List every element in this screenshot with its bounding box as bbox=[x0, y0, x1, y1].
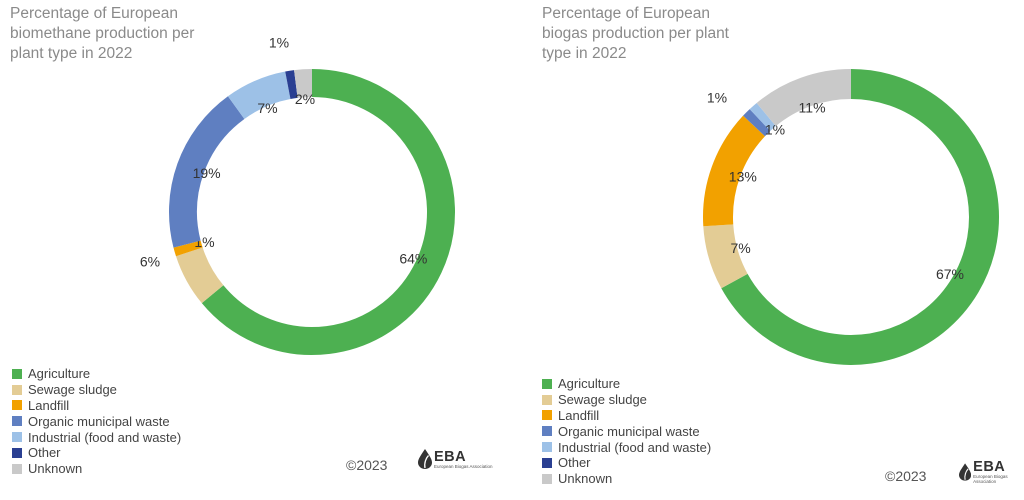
slice-organic-municipal-waste bbox=[169, 96, 245, 248]
slice-industrial-food-and-waste bbox=[749, 102, 776, 132]
logo-name: EBA bbox=[434, 448, 467, 465]
legend-label: Sewage sludge bbox=[558, 392, 647, 408]
copyright-text: ©2023 bbox=[885, 468, 927, 484]
slice-sewage-sludge bbox=[175, 247, 224, 304]
data-label-landfill: 13% bbox=[729, 169, 757, 185]
legend-label: Industrial (food and waste) bbox=[28, 429, 182, 445]
legend-label: Landfill bbox=[558, 407, 600, 423]
slice-agriculture bbox=[721, 69, 999, 365]
slice-industrial-food-and-waste bbox=[227, 71, 291, 120]
legend-item-other: Other bbox=[542, 455, 711, 471]
legend-swatch bbox=[542, 394, 552, 405]
chart-legend: Agriculture Sewage sludge Landfill Organic … bbox=[542, 376, 711, 487]
legend-item-sewage-sludge: Sewage sludge bbox=[12, 382, 181, 398]
legend-item-landfill: Landfill bbox=[542, 408, 711, 424]
legend-label: Agriculture bbox=[28, 366, 91, 382]
slice-landfill bbox=[703, 115, 766, 227]
chart-title: Percentage of European biogas production… bbox=[542, 5, 729, 62]
legend-swatch bbox=[12, 384, 22, 395]
data-label-organic-municipal-waste: 1% bbox=[707, 90, 727, 106]
legend-label: Unknown bbox=[558, 471, 613, 487]
legend-swatch bbox=[542, 426, 552, 437]
data-label-other: 1% bbox=[269, 35, 289, 51]
legend-label: Agriculture bbox=[558, 376, 621, 392]
biogas-chart-panel: Percentage of European biogas production… bbox=[512, 0, 1024, 500]
legend-item-industrial-food-and-waste: Industrial (food and waste) bbox=[12, 429, 181, 445]
legend-swatch bbox=[12, 368, 22, 379]
legend-item-other: Other bbox=[12, 445, 181, 461]
eba-logo: EBA European Biogas Association bbox=[959, 460, 1024, 484]
legend-item-landfill: Landfill bbox=[12, 398, 181, 414]
data-label-sewage-sludge: 6% bbox=[140, 254, 160, 270]
legend-item-unknown: Unknown bbox=[12, 461, 181, 477]
data-label-unknown: 11% bbox=[799, 100, 826, 116]
biomethane-chart-panel: Percentage of European biomethane produc… bbox=[10, 5, 493, 477]
legend-swatch bbox=[542, 473, 552, 484]
data-label-industrial-food-and-waste: 7% bbox=[257, 100, 277, 116]
logo-subtitle: European Biogas Association bbox=[434, 463, 493, 469]
chart-legend: Agriculture Sewage sludge Landfill Organic … bbox=[12, 366, 181, 477]
legend-swatch bbox=[12, 447, 22, 458]
chart-title: Percentage of European biomethane produc… bbox=[10, 5, 195, 62]
legend-item-unknown: Unknown bbox=[542, 471, 711, 487]
leaf-drop-icon bbox=[418, 449, 432, 469]
legend-item-sewage-sludge: Sewage sludge bbox=[542, 392, 711, 408]
data-label-sewage-sludge: 7% bbox=[730, 240, 750, 256]
data-label-agriculture: 67% bbox=[936, 266, 964, 282]
legend-swatch bbox=[542, 410, 552, 421]
data-label-agriculture: 64% bbox=[399, 250, 427, 266]
slice-organic-municipal-waste bbox=[743, 109, 771, 137]
legend-label: Organic municipal waste bbox=[28, 413, 170, 429]
legend-item-agriculture: Agriculture bbox=[542, 376, 711, 392]
legend-swatch bbox=[12, 400, 22, 411]
legend-label: Landfill bbox=[28, 397, 70, 413]
legend-label: Other bbox=[558, 455, 591, 471]
slice-other bbox=[285, 70, 298, 100]
legend-swatch bbox=[542, 378, 552, 389]
data-label-organic-municipal-waste: 19% bbox=[193, 165, 221, 181]
leaf-drop-icon bbox=[959, 463, 972, 481]
legend-item-organic-municipal-waste: Organic municipal waste bbox=[12, 413, 181, 429]
legend-item-agriculture: Agriculture bbox=[12, 366, 181, 382]
data-label-industrial-food-and-waste: 1% bbox=[765, 121, 785, 137]
legend-swatch bbox=[12, 432, 22, 443]
slice-agriculture bbox=[201, 69, 455, 355]
slice-sewage-sludge bbox=[703, 223, 748, 289]
legend-label: Unknown bbox=[28, 461, 83, 477]
legend-label: Sewage sludge bbox=[28, 382, 117, 398]
data-label-unknown: 2% bbox=[295, 91, 315, 107]
legend-swatch bbox=[542, 442, 552, 453]
logo-subtitle: European Biogas Association bbox=[973, 474, 1008, 484]
copyright-text: ©2023 bbox=[346, 457, 388, 473]
biogas-donut-chart: 67% 7% 13% 1% 1% 11% bbox=[703, 69, 999, 365]
slice-unknown bbox=[294, 69, 313, 98]
slice-landfill bbox=[173, 240, 203, 257]
legend-swatch bbox=[542, 457, 552, 468]
biomethane-donut-chart: 64%6%1%19%7%1%2% bbox=[140, 35, 455, 355]
legend-label: Organic municipal waste bbox=[558, 423, 700, 439]
legend-label: Industrial (food and waste) bbox=[558, 439, 712, 455]
legend-swatch bbox=[12, 416, 22, 427]
legend-item-industrial-food-and-waste: Industrial (food and waste) bbox=[542, 439, 711, 455]
eba-logo: EBA European Biogas Association bbox=[418, 449, 493, 469]
logo-name: EBA bbox=[973, 459, 1006, 475]
legend-label: Other bbox=[28, 445, 61, 461]
legend-swatch bbox=[12, 463, 22, 474]
slice-unknown bbox=[756, 69, 852, 127]
legend-item-organic-municipal-waste: Organic municipal waste bbox=[542, 423, 711, 439]
